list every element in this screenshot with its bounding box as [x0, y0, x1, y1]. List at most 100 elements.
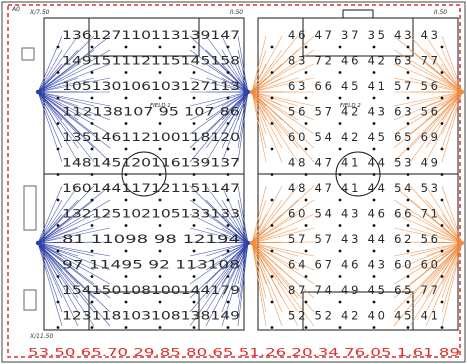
left-ray: [205, 91, 249, 135]
grid-point: [90, 45, 94, 49]
grid-point: [440, 45, 444, 49]
grid-point: [338, 326, 342, 329]
grid-point: [406, 275, 410, 278]
right-ray: [251, 91, 315, 121]
left-ray: [37, 242, 95, 313]
left-ray: [37, 199, 111, 244]
left-sidebar-box: [21, 47, 35, 61]
right-ray: [393, 91, 463, 163]
right-ray: [251, 185, 315, 244]
grid-point: [406, 249, 410, 253]
grid-point: [124, 249, 128, 253]
right-ray: [393, 242, 463, 327]
right-ray: [251, 242, 299, 299]
left-value-row: 135146112100118120: [62, 130, 240, 144]
grid-point: [158, 275, 162, 278]
right-ray: [251, 242, 315, 271]
right-ray: [251, 91, 283, 135]
left-ray: [37, 91, 79, 149]
left-ray: [221, 242, 249, 271]
grid-point: [406, 96, 410, 100]
right-ray: [425, 242, 463, 257]
right-ray: [441, 91, 463, 135]
grid-point: [158, 249, 162, 253]
right-ray: [251, 199, 315, 244]
left-ray: [37, 242, 95, 271]
left-ray: [221, 49, 249, 93]
grid-point: [372, 249, 376, 253]
grid-point: [440, 122, 444, 125]
right-ray: [251, 91, 315, 149]
grid-point: [270, 326, 274, 329]
right-ray: [251, 77, 299, 93]
right-ray: [251, 91, 299, 149]
left-value-row: 149151112115145158: [62, 54, 240, 68]
grid-point: [56, 198, 60, 202]
grid-point: [226, 224, 230, 227]
left-ray: [37, 242, 63, 313]
right-ray: [251, 49, 315, 93]
grid-point: [338, 122, 342, 125]
right-ray: [251, 242, 315, 257]
right-ray: [425, 227, 463, 244]
left-ray: [37, 91, 63, 149]
grid-point: [406, 122, 410, 125]
corner-label-bottom-left: X/11.50: [29, 333, 53, 340]
left-ray: [37, 213, 95, 244]
grid-point: [440, 173, 444, 176]
right-value-row: 83 72 46 42 63 77: [288, 54, 438, 68]
right-ray: [441, 213, 463, 244]
right-ray: [441, 77, 463, 93]
value-rows: 136127110113139147 149151112115145158 1051…: [62, 28, 438, 323]
right-ray: [251, 199, 267, 244]
grid-point: [440, 326, 444, 329]
grid-point: [406, 173, 410, 176]
grid-point: [304, 173, 308, 176]
left-ray: [37, 242, 95, 257]
grid-point: [124, 96, 128, 100]
left-ray: [237, 227, 249, 244]
left-value-row: 154150108100144179: [62, 283, 240, 297]
right-ray: [251, 185, 283, 244]
left-ray: [37, 91, 95, 121]
left-ray: [237, 91, 249, 121]
grid-point: [270, 45, 274, 49]
grid-point: [226, 71, 230, 74]
grid-point: [338, 300, 342, 304]
grid-point: [440, 300, 444, 304]
left-ray: [237, 242, 249, 299]
grid-point: [304, 275, 308, 278]
grid-point: [56, 224, 60, 227]
grid-point: [270, 147, 274, 151]
right-ray-apex: [459, 240, 465, 246]
grid-point: [372, 122, 376, 125]
left-ray: [205, 63, 249, 93]
grid-point: [158, 300, 162, 304]
grid-point: [338, 275, 342, 278]
left-value-row: 81 11098 98 12194: [62, 232, 240, 246]
grid-point: [406, 147, 410, 151]
grid-point: [90, 122, 94, 125]
right-value-row: 60 54 42 45 65 69: [288, 130, 438, 144]
right-value-row: 56 57 42 43 63 56: [288, 105, 438, 119]
grid-point: [372, 173, 376, 176]
grid-point: [90, 71, 94, 74]
right-ray: [425, 199, 463, 244]
left-ray: [189, 49, 249, 93]
left-ray: [37, 185, 79, 244]
left-ray: [221, 242, 249, 257]
right-ray: [393, 242, 463, 271]
left-top-penalty-box: [88, 17, 200, 57]
right-ray: [251, 91, 299, 121]
left-ray: [221, 185, 249, 244]
grid-point: [270, 96, 274, 100]
left-ray: [189, 213, 249, 244]
grid-point: [158, 71, 162, 74]
right-ray: [409, 242, 463, 327]
right-center-circle: [335, 151, 381, 197]
left-value-row: 112138107 95 107 86: [62, 105, 240, 119]
left-ray: [237, 91, 249, 107]
right-ray: [425, 63, 463, 93]
left-ray: [37, 63, 95, 93]
